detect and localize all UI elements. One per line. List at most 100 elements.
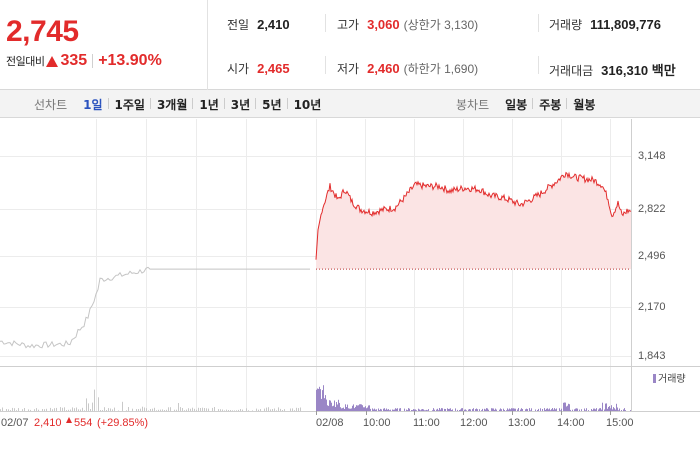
- volume-bar: [411, 410, 412, 411]
- stat-trade-value: 거래대금 316,310 백만: [549, 60, 676, 79]
- volume-bar: [349, 408, 350, 411]
- volume-bar: [434, 409, 435, 411]
- x-axis-labels: 02/07 2,410 554 (+29.85%) 02/08 10:00 11…: [1, 417, 634, 429]
- volume-bar: [395, 408, 396, 411]
- tab-3m[interactable]: 3개월: [149, 96, 193, 113]
- change-row: 전일대비 335 +13.90%: [6, 52, 162, 70]
- stat-volume: 거래량 111,809,776: [549, 16, 661, 33]
- tab-1d[interactable]: 1일: [83, 97, 103, 112]
- today-price-line: [315, 171, 632, 260]
- tab-weekly-candle[interactable]: 주봉: [532, 96, 567, 113]
- volume-bar: [326, 399, 327, 411]
- volume-bar: [409, 408, 410, 411]
- chart-period-tabbar: 선차트 1일 1주일 3개월 1년 3년 5년 10년 봉차트 일봉 주봉 월봉: [0, 90, 700, 118]
- volume-bar: [234, 410, 235, 411]
- volume-bar: [418, 408, 419, 411]
- volume-bar: [112, 409, 113, 411]
- volume-bar: [348, 408, 349, 411]
- volume-bar: [604, 409, 605, 411]
- tab-1w[interactable]: 1주일: [107, 96, 151, 113]
- volume-bar: [544, 408, 545, 411]
- y-tick-label: 3,148: [638, 150, 666, 162]
- volume-bar: [188, 408, 189, 411]
- volume-bar: [585, 410, 586, 411]
- volume-bar: [44, 409, 45, 411]
- volume-bar: [62, 407, 63, 411]
- x-tick-label: 10:00: [363, 417, 391, 429]
- volume-bar: [451, 410, 452, 411]
- volume-bar: [605, 403, 606, 411]
- volume-bar: [375, 409, 376, 411]
- volume-bar: [394, 409, 395, 411]
- volume-bar: [68, 409, 69, 411]
- stat-label: 거래대금: [549, 64, 594, 78]
- change-rate: +13.90%: [98, 52, 162, 69]
- volume-bar: [618, 410, 619, 411]
- volume-bar: [425, 410, 426, 411]
- volume-bar: [630, 410, 631, 411]
- tab-10y[interactable]: 10년: [286, 96, 328, 113]
- volume-bar: [445, 409, 446, 411]
- volume-bar: [374, 408, 375, 411]
- tab-daily-candle[interactable]: 일봉: [505, 97, 528, 112]
- volume-bar: [378, 408, 379, 411]
- volume-bar: [148, 410, 149, 411]
- divider: [325, 14, 326, 32]
- volume-bar: [212, 407, 213, 411]
- volume-bar: [449, 408, 450, 411]
- volume-bar: [232, 410, 233, 411]
- volume-bar: [422, 409, 423, 411]
- tab-1y[interactable]: 1년: [192, 96, 224, 113]
- volume-bar: [338, 399, 339, 411]
- tab-3y[interactable]: 3년: [223, 96, 256, 113]
- volume-bar: [448, 409, 449, 411]
- volume-bar: [331, 402, 332, 411]
- stat-value: 2,465: [257, 61, 290, 76]
- volume-bar: [340, 407, 341, 411]
- price-chart[interactable]: 3,148 2,822 2,496 2,170 1,843 거래량 02/07 …: [0, 119, 700, 450]
- prev-day-price-line: [0, 266, 310, 349]
- volume-bar: [495, 408, 496, 411]
- volume-bar: [428, 409, 429, 411]
- volume-bar: [404, 408, 405, 411]
- volume-bar: [136, 409, 137, 411]
- volume-bar: [361, 404, 362, 411]
- volume-bar: [317, 388, 318, 411]
- volume-bar: [351, 408, 352, 411]
- volume-bar: [324, 398, 325, 411]
- volume-bar: [504, 410, 505, 411]
- volume-bar: [366, 408, 367, 411]
- volume-legend-label: 거래량: [658, 373, 686, 385]
- volume-bar: [14, 408, 15, 411]
- volume-bar: [260, 409, 261, 411]
- volume-bar: [600, 408, 601, 411]
- volume-bar: [610, 408, 611, 411]
- volume-bar: [316, 389, 317, 411]
- volume-bar: [552, 408, 553, 411]
- volume-bar: [555, 409, 556, 411]
- volume-bar: [222, 409, 223, 411]
- tab-monthly-candle[interactable]: 월봉: [566, 96, 601, 113]
- volume-bar: [596, 408, 597, 411]
- volume-bar: [362, 405, 363, 411]
- volume-bar: [531, 408, 532, 411]
- volume-bar: [469, 409, 470, 411]
- volume-bar: [572, 409, 573, 411]
- volume-bar: [174, 409, 175, 411]
- volume-bar: [10, 410, 11, 411]
- volume-bar: [268, 407, 269, 411]
- volume-bar: [506, 410, 507, 411]
- volume-bar: [486, 408, 487, 411]
- volume-bar: [76, 407, 77, 411]
- volume-bar: [485, 409, 486, 411]
- stat-label: 저가: [337, 62, 360, 76]
- volume-bar: [492, 408, 493, 411]
- volume-bar: [510, 409, 511, 411]
- volume-bar: [182, 408, 183, 411]
- volume-bar: [591, 409, 592, 411]
- volume-bar: [54, 408, 55, 411]
- volume-bar: [321, 398, 322, 411]
- volume-bar: [482, 408, 483, 411]
- tab-5y[interactable]: 5년: [255, 96, 287, 113]
- volume-bar: [542, 409, 543, 411]
